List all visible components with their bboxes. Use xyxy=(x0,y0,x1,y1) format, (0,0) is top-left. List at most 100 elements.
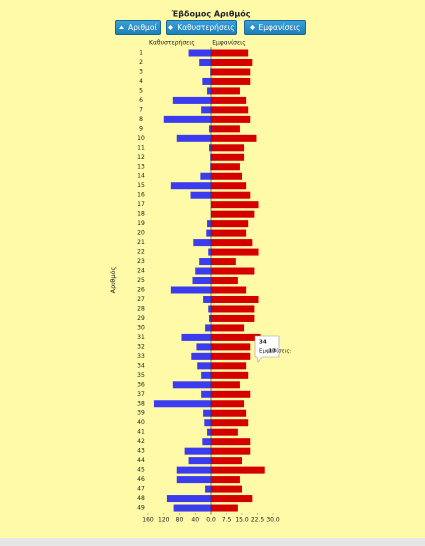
category-label: 16 xyxy=(137,192,145,199)
bar xyxy=(211,352,251,360)
category-label: 5 xyxy=(139,87,143,94)
bar xyxy=(211,466,265,474)
x-tick-label: 22.5 xyxy=(251,517,265,524)
category-label: 7 xyxy=(139,106,143,113)
bar xyxy=(197,362,211,370)
category-label: 27 xyxy=(137,296,145,303)
category-label: 24 xyxy=(137,268,145,275)
bar xyxy=(210,153,211,161)
bar xyxy=(206,229,211,237)
category-label: 8 xyxy=(139,116,143,123)
sort-button[interactable]: Καθυστερήσεις xyxy=(166,20,237,35)
bar xyxy=(211,504,238,512)
bar xyxy=(211,476,240,484)
bar xyxy=(203,295,211,303)
bar xyxy=(205,324,211,332)
category-label: 30 xyxy=(137,324,145,331)
category-label: 31 xyxy=(137,334,145,341)
bar xyxy=(211,191,251,199)
bar xyxy=(207,428,211,436)
category-label: 42 xyxy=(137,438,145,445)
bar xyxy=(211,125,240,133)
bar xyxy=(199,258,211,266)
category-label: 3 xyxy=(139,68,143,75)
category-label: 25 xyxy=(137,277,145,284)
category-label: 46 xyxy=(137,476,145,483)
category-label: 29 xyxy=(137,315,145,322)
plot: 1234567891011121314151617181920212223242… xyxy=(137,47,280,524)
category-label: 48 xyxy=(137,495,145,502)
bar xyxy=(211,163,240,171)
category-label: 21 xyxy=(137,239,145,246)
category-label: 38 xyxy=(137,400,145,407)
category-label: 33 xyxy=(137,353,145,360)
bar xyxy=(211,495,253,503)
bar xyxy=(211,390,251,398)
category-label: 11 xyxy=(137,144,145,151)
bar xyxy=(172,381,211,389)
category-label: 44 xyxy=(137,457,145,464)
bar xyxy=(211,324,245,332)
bar xyxy=(173,504,211,512)
bar xyxy=(211,87,240,95)
bar xyxy=(211,229,247,237)
category-label: 14 xyxy=(137,173,145,180)
bar xyxy=(211,409,247,417)
footer-strip xyxy=(0,538,425,546)
sort-button[interactable]: Εμφανίσεις xyxy=(244,20,306,35)
category-label: 9 xyxy=(139,125,143,132)
bar xyxy=(211,277,238,285)
bar xyxy=(211,305,255,313)
category-label: 41 xyxy=(137,429,145,436)
bar xyxy=(209,314,211,322)
category-label: 4 xyxy=(139,78,143,85)
bar xyxy=(211,182,247,190)
category-label: 26 xyxy=(137,287,145,294)
category-label: 47 xyxy=(137,486,145,493)
x-tick-label: 15.0 xyxy=(235,517,249,524)
bar xyxy=(200,172,211,180)
sort-button[interactable]: Αριθμοί xyxy=(115,20,161,35)
x-tick-label: 80 xyxy=(176,517,184,524)
bar xyxy=(170,182,211,190)
category-label: 23 xyxy=(137,258,145,265)
bar xyxy=(211,248,259,256)
category-label: 19 xyxy=(137,220,145,227)
category-label: 13 xyxy=(137,163,145,170)
bar xyxy=(211,267,255,275)
bar xyxy=(204,419,211,427)
y-axis-label: Αριθμός xyxy=(109,266,117,293)
tooltip-box xyxy=(254,335,280,363)
bar xyxy=(170,286,211,294)
button-label: Αριθμοί xyxy=(128,23,157,32)
bar xyxy=(199,58,211,66)
bar xyxy=(153,400,211,408)
bar xyxy=(211,428,238,436)
tooltip-label: Εμφανίσεις: xyxy=(259,348,292,355)
category-label: 6 xyxy=(139,97,143,104)
tooltip: 34 Εμφανίσεις: 17 xyxy=(254,335,292,363)
category-label: 39 xyxy=(137,410,145,417)
category-label: 45 xyxy=(137,467,145,474)
bar xyxy=(190,191,211,199)
bar xyxy=(211,438,251,446)
bar xyxy=(208,248,211,256)
bar xyxy=(176,466,211,474)
bar xyxy=(202,77,211,85)
bar xyxy=(211,68,251,76)
bar xyxy=(211,295,259,303)
bar xyxy=(211,210,255,218)
bar xyxy=(181,333,211,341)
bar xyxy=(210,163,211,171)
category-label: 43 xyxy=(137,448,145,455)
x-tick-label: 160 xyxy=(142,517,154,524)
chart-title: Έβδομος Αριθμός xyxy=(170,9,250,19)
bar xyxy=(176,476,211,484)
x-tick-label: 30.0 xyxy=(266,517,280,524)
bar xyxy=(211,96,247,104)
bar xyxy=(211,362,247,370)
bar xyxy=(211,419,249,427)
x-tick-label: 7.5 xyxy=(222,517,232,524)
bar xyxy=(211,400,245,408)
